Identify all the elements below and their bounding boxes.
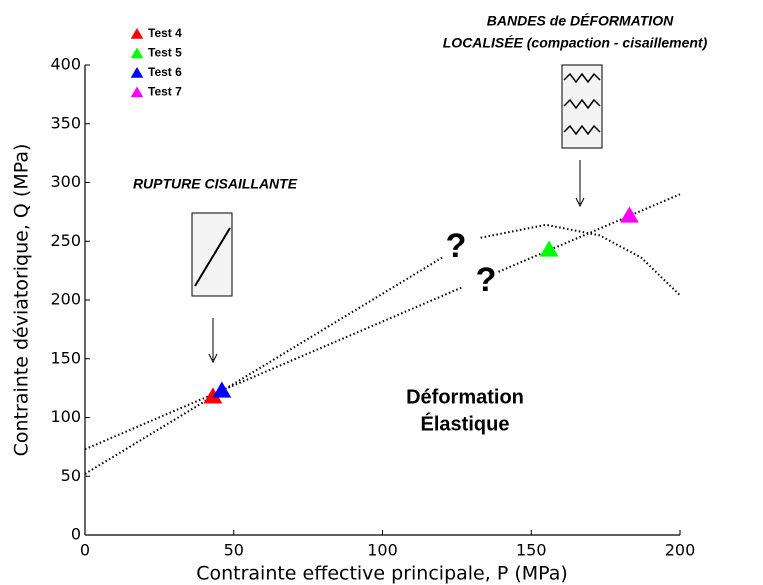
annotation: BANDES de DÉFORMATION xyxy=(487,13,674,29)
legend-label: Test 5 xyxy=(148,46,182,60)
y-tick-label: 250 xyxy=(50,231,81,250)
legend-marker xyxy=(130,67,144,78)
x-tick-label: 0 xyxy=(80,541,90,560)
x-tick-label: 100 xyxy=(367,541,398,560)
x-tick-label: 150 xyxy=(516,541,547,560)
y-tick-label: 200 xyxy=(50,290,81,309)
y-tick-label: 0 xyxy=(71,525,81,544)
dotted-curve xyxy=(84,193,681,451)
y-axis-label: Contrainte déviatorique, Q (MPa) xyxy=(11,144,33,457)
y-tick-label: 400 xyxy=(50,55,81,74)
y-tick-label: 150 xyxy=(50,348,81,367)
point xyxy=(212,381,232,398)
x-axis-label: Contrainte effective principale, P (MPa) xyxy=(196,563,568,585)
dotted-curve xyxy=(480,223,681,297)
rupture-plane xyxy=(194,227,231,287)
x-tick-label: 50 xyxy=(224,541,244,560)
point xyxy=(203,387,223,404)
x-tick-label: 200 xyxy=(665,541,696,560)
legend-marker xyxy=(130,28,144,39)
point xyxy=(619,206,639,223)
y-tick-label: 300 xyxy=(50,172,81,191)
bands-box xyxy=(561,64,603,149)
y-tick-label: 50 xyxy=(61,466,81,485)
annotation: Déformation xyxy=(406,386,524,408)
point xyxy=(539,240,559,257)
annotation: ? xyxy=(446,227,467,265)
bands xyxy=(563,72,601,136)
y-tick-label: 100 xyxy=(50,407,81,426)
y-tick-label: 350 xyxy=(50,113,81,132)
arrow-head xyxy=(208,353,218,364)
legend-label: Test 7 xyxy=(148,85,182,99)
legend-label: Test 4 xyxy=(148,26,182,40)
dotted-curve xyxy=(84,256,443,475)
annotation: ? xyxy=(476,261,497,299)
rupture-box xyxy=(191,212,233,297)
legend-marker xyxy=(130,47,144,59)
legend-label: Test 6 xyxy=(148,65,182,79)
annotation: LOCALISÉE (compaction - cisaillement) xyxy=(443,35,708,51)
arrow-head xyxy=(575,197,585,208)
legend-marker xyxy=(130,86,144,98)
annotation: Élastique xyxy=(421,412,510,435)
annotation: RUPTURE CISAILLANTE xyxy=(133,176,298,192)
